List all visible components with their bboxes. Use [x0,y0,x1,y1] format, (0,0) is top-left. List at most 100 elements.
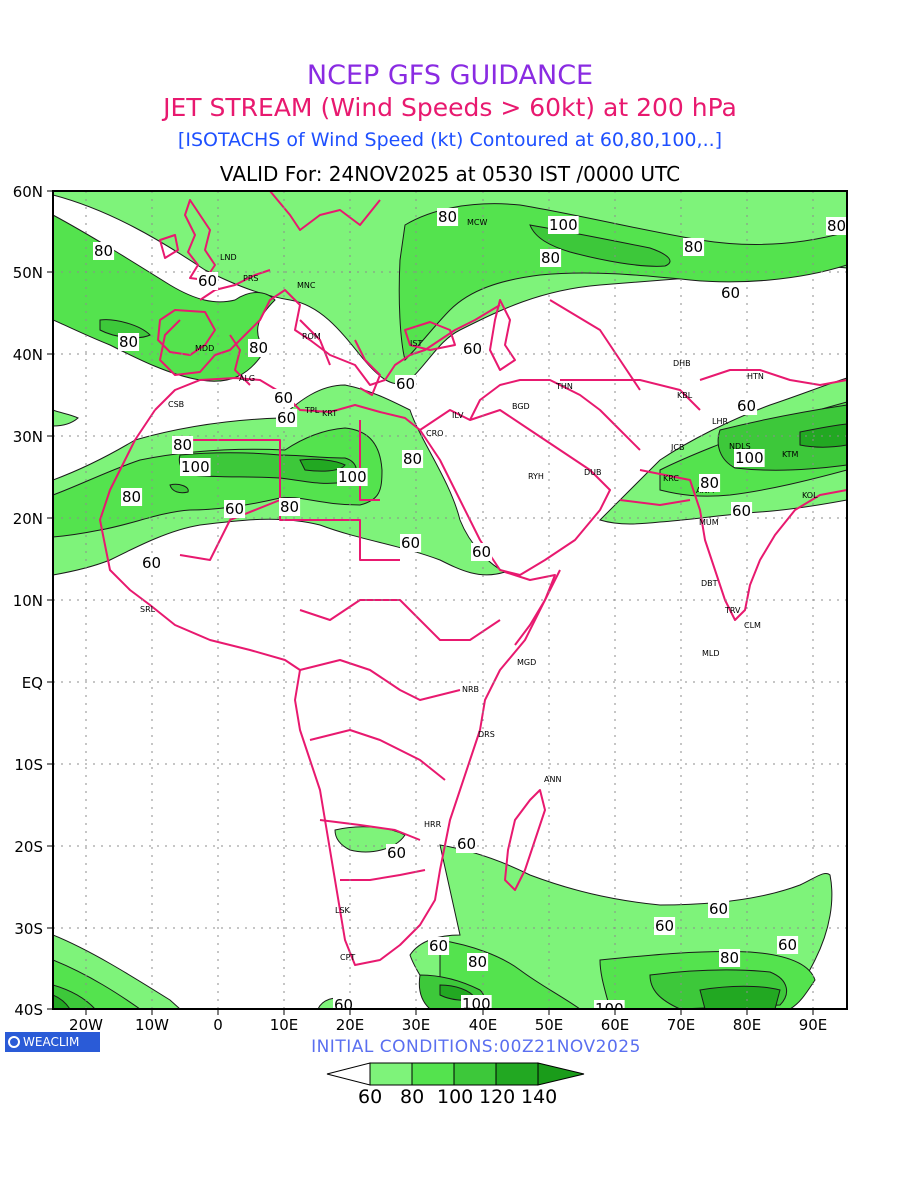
contour-label-bg [540,249,562,267]
contour-label-bg [180,458,211,476]
city-IST: IST [410,339,422,348]
contour-label: 60 [463,340,482,358]
city-LSK: LSK [335,906,351,915]
lon-label: 70E [667,1016,696,1034]
lon-label: 40E [469,1016,498,1034]
contour-label: 80 [249,339,268,357]
legend-swatch-above-140 [537,1062,585,1086]
city-DRS: DRS [478,730,495,739]
lon-label: 20W [69,1016,103,1034]
contour-label: 60 [457,835,476,853]
city-MNC: MNC [297,281,316,290]
legend-label: 140 [521,1086,558,1108]
city-BGD: BGD [512,402,530,411]
city-TRV: TRV [724,606,741,615]
contour-label-bg [172,436,194,454]
contour-label: 60 [709,900,728,918]
contour-label-bg [402,450,424,468]
contour-label: 60 [274,389,293,407]
contour-label: 60 [142,554,161,572]
contour-label: 60 [721,284,740,302]
city-HRR: HRR [424,820,442,829]
lat-label: 20N [13,510,43,528]
lat-label: 40S [14,1001,43,1019]
city-LND: LND [220,253,237,262]
legend-swatch-60-80 [369,1062,413,1086]
legend-swatch-80-100 [411,1062,455,1086]
contour-label-bg [731,502,753,520]
lat-label: 60N [13,183,43,201]
city-PRS: PRS [243,274,258,283]
contour-label-bg [461,995,492,1009]
city-DUB: DUB [584,468,602,477]
lon-label: 0 [213,1016,223,1034]
contour-label-bg [93,242,115,260]
contour-label-bg [276,409,298,427]
contour-label: 80 [827,217,846,235]
city-KRT: KRT [322,409,337,418]
contour-label-bg [386,844,408,862]
weaclim-logo: WEACLIM [5,1032,100,1052]
contour-label: 80 [403,450,422,468]
city-MUM: MUM [699,518,719,527]
title-model: NCEP GFS GUIDANCE [306,60,594,91]
city-ANN: ANN [544,775,561,784]
contour-label-bg [467,953,489,971]
city-DHB: DHB [673,359,691,368]
contour-label-bg [121,488,143,506]
contour-label-bg [273,389,295,407]
city-ALG: ALG [239,374,255,383]
city-KRC: KRC [663,474,679,483]
lat-label: 10S [14,756,43,774]
contour-label-bg [683,238,705,256]
coastlines-and-borders [99,191,847,966]
city-CLM: CLM [744,621,761,630]
contour-label: 80 [173,436,192,454]
contour-label: 80 [122,488,141,506]
contour-label-bg [428,937,450,955]
contour-label: 60 [401,534,420,552]
city-ILV: ILV [452,411,464,420]
city-DBT: DBT [701,579,718,588]
contour-labels: 80 60 80 80 80 60 60 80 100 80 60 80 100… [93,208,847,1018]
contour-label-bg [248,339,270,357]
contour-label-bg [826,217,847,235]
contour-label: 80 [684,238,703,256]
city-NDLS: NDLS [729,442,751,451]
legend-label: 80 [400,1086,425,1108]
contour-label: 60 [277,409,296,427]
lat-label: 10N [13,592,43,610]
lon-label: 10W [135,1016,169,1034]
contour-label-bg [734,449,765,467]
contour-label: 100 [595,1000,624,1018]
lat-label: 40N [13,346,43,364]
contour-label: 60 [737,397,756,415]
lon-label: 30E [402,1016,431,1034]
lat-label: 30N [13,428,43,446]
contour-label: 100 [338,468,367,486]
latitude-labels: 60N 50N 40N 30N 20N 10N EQ 10S 20S 30S 4… [13,183,43,1019]
contour-label: 80 [541,249,560,267]
lon-label: 50E [535,1016,564,1034]
contour-label-bg [333,996,355,1009]
contour-label: 100 [549,216,578,234]
contour-label-bg [736,397,758,415]
legend-swatch-below-60 [326,1062,371,1086]
contour-label-bg [777,936,799,954]
isotach-120-shading [53,423,847,1009]
lat-label: 50N [13,264,43,282]
lat-label: EQ [22,674,43,692]
contour-label: 60 [225,500,244,518]
lon-label: 10E [270,1016,299,1034]
contour-label: 80 [119,333,138,351]
city-MGD: MGD [517,658,536,667]
contour-label-bg [118,333,140,351]
contour-label-bg [197,272,219,290]
legend-swatch-100-120 [453,1062,497,1086]
lat-label: 20S [14,838,43,856]
legend-label: 100 [437,1086,474,1108]
legend-label: 120 [479,1086,516,1108]
city-CPT: CPT [340,953,355,962]
contour-label: 60 [732,502,751,520]
